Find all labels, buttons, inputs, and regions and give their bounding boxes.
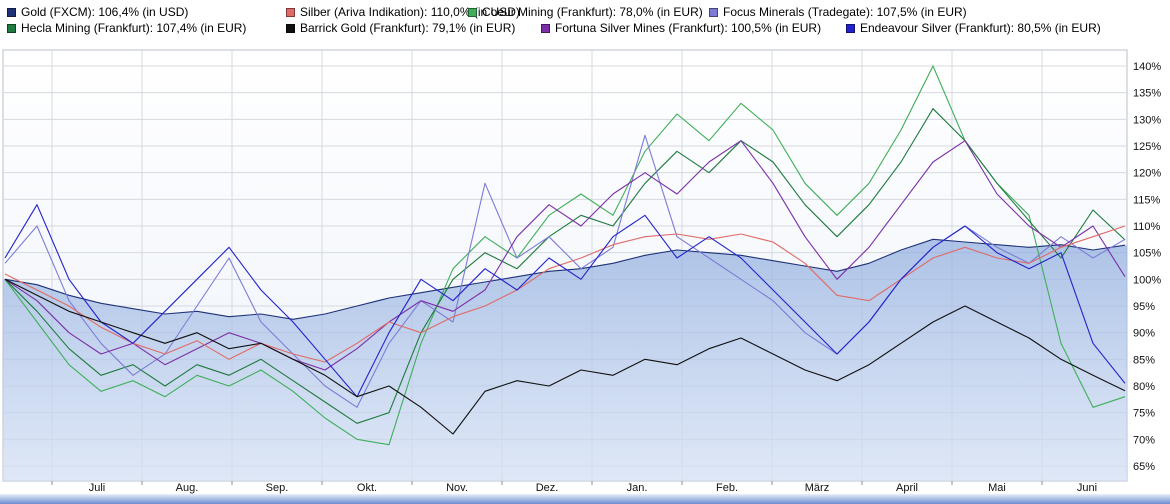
legend-label: Focus Minerals (Tradegate): 107,5% (in E… <box>723 5 967 19</box>
y-axis-label: 85% <box>1133 354 1155 366</box>
legend-item-hecla-mining: Hecla Mining (Frankfurt): 107,4% (in EUR… <box>7 21 246 35</box>
coeur-swatch-icon <box>468 7 477 17</box>
legend-label: Fortuna Silver Mines (Frankfurt): 100,5%… <box>555 21 822 35</box>
legend-item-barrick-gold: Barrick Gold (Frankfurt): 79,1% (in EUR) <box>286 21 515 35</box>
area-fills <box>3 239 1127 481</box>
y-axis-label: 100% <box>1133 274 1161 286</box>
x-axis-label: Okt. <box>357 482 377 494</box>
series-line-hecla-mining <box>4 108 1126 424</box>
y-axis-label: 110% <box>1133 221 1161 233</box>
y-axis-label: 125% <box>1133 141 1161 153</box>
legend-item-coeur-mining: Coeur Mining (Frankfurt): 78,0% (in EUR) <box>468 5 703 19</box>
x-axis-label: Juni <box>1077 482 1097 494</box>
legend-label: Endeavour Silver (Frankfurt): 80,5% (in … <box>860 21 1101 35</box>
series-line-barrick-gold <box>4 278 1126 435</box>
x-axis-label: Juli <box>89 482 106 494</box>
legend-label: Gold (FXCM): 106,4% (in USD) <box>21 5 189 19</box>
y-axis-label: 105% <box>1133 248 1161 260</box>
legend-item-focus-minerals: Focus Minerals (Tradegate): 107,5% (in E… <box>709 5 967 19</box>
x-axis-labels: Juli Aug. Sep. Okt. Nov. Dez. Jan. Feb. März Apri… <box>89 482 1097 494</box>
legend-item-endeavour-silver: Endeavour Silver (Frankfurt): 80,5% (in … <box>846 21 1101 35</box>
series-line-silber <box>4 225 1126 363</box>
series-line-gold <box>4 238 1126 320</box>
x-axis-label: Feb. <box>716 482 738 494</box>
y-axis-label: 130% <box>1133 114 1161 126</box>
y-axis-label: 80% <box>1133 381 1155 393</box>
fortuna-swatch-icon <box>541 23 550 33</box>
x-axis-label: Jan. <box>627 482 648 494</box>
bottom-gradient-band <box>0 494 1170 504</box>
y-axis-label: 75% <box>1133 408 1155 420</box>
x-axis-label: März <box>805 482 829 494</box>
legend-label: Silber (Ariva Indikation): 110,0% (in US… <box>300 5 520 19</box>
y-axis-label: 115% <box>1133 194 1161 206</box>
legend-item-fortuna-silver: Fortuna Silver Mines (Frankfurt): 100,5%… <box>541 21 821 35</box>
y-axis-label: 95% <box>1133 301 1155 313</box>
legend-label: Coeur Mining (Frankfurt): 78,0% (in EUR) <box>482 5 703 19</box>
x-axis-label: Dez. <box>536 482 559 494</box>
y-axis-label: 140% <box>1133 61 1161 73</box>
gold-swatch-icon <box>7 7 16 17</box>
series-lines <box>4 65 1126 446</box>
legend-label: Hecla Mining (Frankfurt): 107,4% (in EUR… <box>21 21 247 35</box>
x-axis-label: Mai <box>988 482 1006 494</box>
x-axis-label: Aug. <box>176 482 199 494</box>
legend-label: Barrick Gold (Frankfurt): 79,1% (in EUR) <box>300 21 516 35</box>
y-axis-label: 120% <box>1133 168 1161 180</box>
y-axis-label: 135% <box>1133 88 1161 100</box>
x-axis-label: Sep. <box>266 482 289 494</box>
silber-swatch-icon <box>286 7 295 17</box>
x-axis-label: Nov. <box>446 482 468 494</box>
series-line-endeavour-silver <box>4 204 1126 398</box>
barrick-swatch-icon <box>286 23 295 33</box>
focus-swatch-icon <box>709 7 718 17</box>
legend: Gold (FXCM): 106,4% (in USD) Silber (Ari… <box>0 0 1170 38</box>
y-axis-labels: 65% 70% 75% 80% 85% 90% 95% 100% 105% 110% 115% 120… <box>1133 61 1161 473</box>
endeavour-swatch-icon <box>846 23 855 33</box>
y-axis-label: 65% <box>1133 461 1155 473</box>
series-line-coeur-mining <box>4 65 1126 446</box>
y-axis-label: 70% <box>1133 434 1155 446</box>
legend-item-silber: Silber (Ariva Indikation): 110,0% (in US… <box>286 5 520 19</box>
y-axis-label: 90% <box>1133 328 1155 340</box>
area-fill-gold <box>3 239 1127 481</box>
legend-item-gold: Gold (FXCM): 106,4% (in USD) <box>7 5 188 19</box>
x-axis-label: April <box>896 482 918 494</box>
series-line-fortuna-silver-mines <box>4 140 1126 371</box>
hecla-swatch-icon <box>7 23 16 33</box>
